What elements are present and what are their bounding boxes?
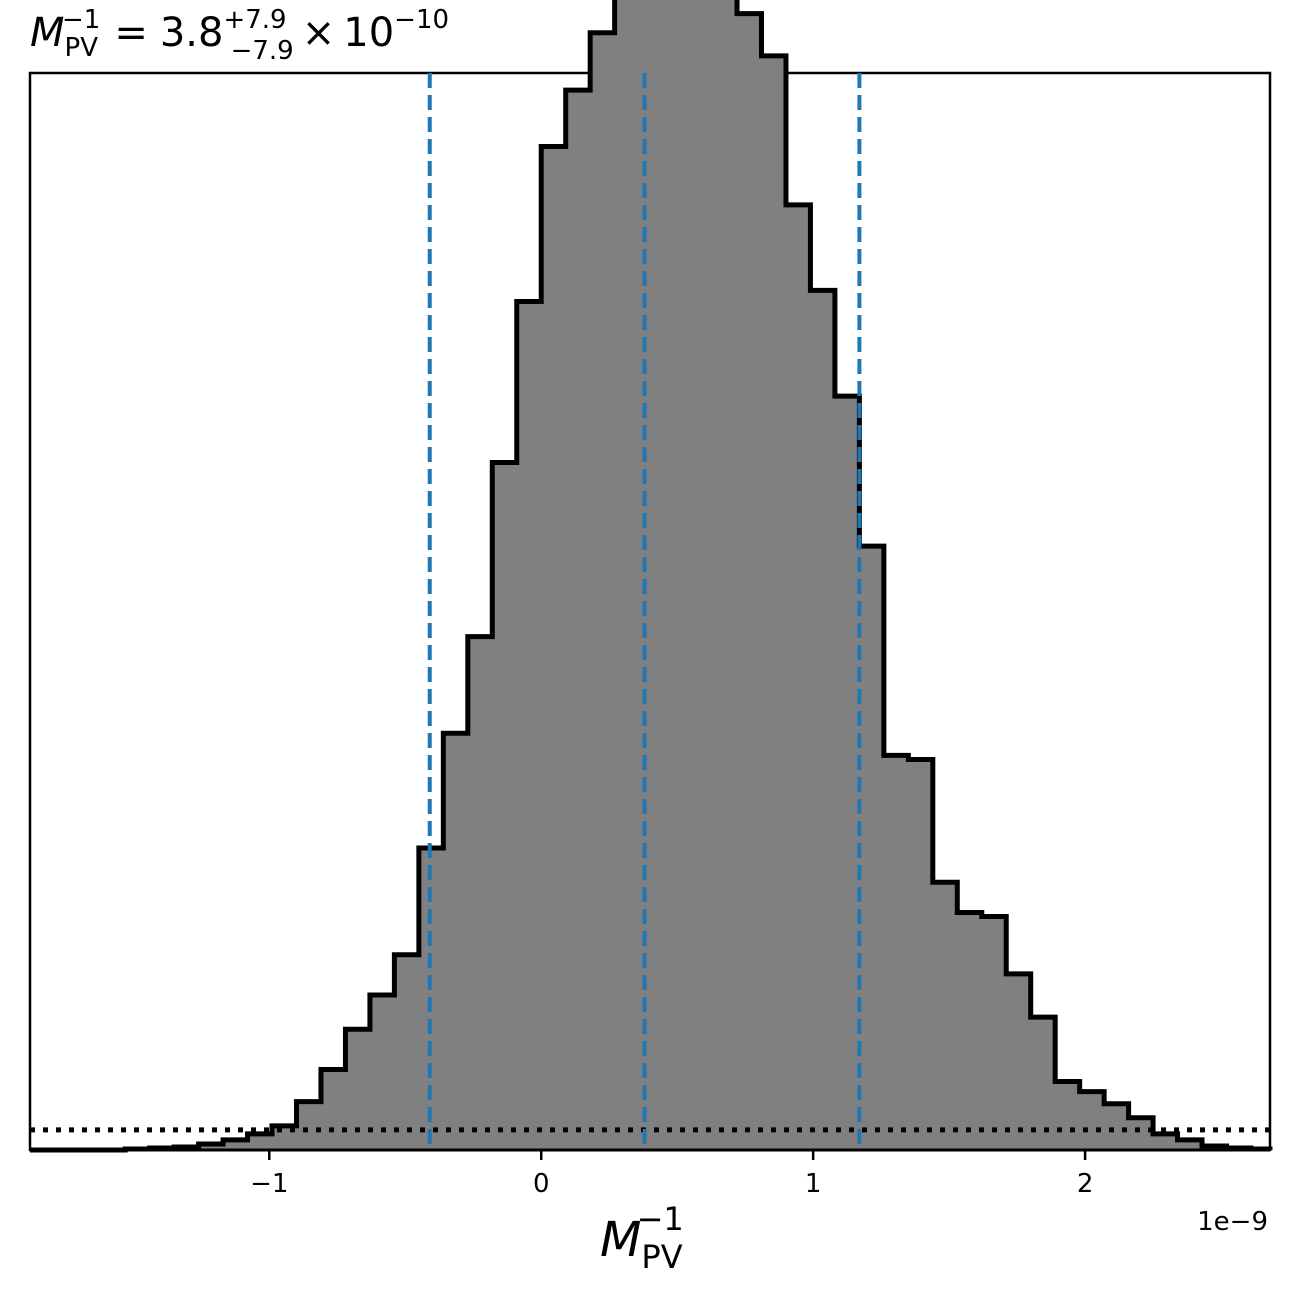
xlabel-symbol: M [600, 1212, 641, 1268]
xlabel-sub: PV [641, 1238, 682, 1276]
histogram-bar [467, 636, 493, 1150]
histogram-bar [712, 0, 738, 1150]
histogram-bar [247, 1133, 273, 1150]
histogram-bar [590, 32, 616, 1151]
histogram-bar [516, 301, 542, 1150]
x-offset-label: 1e−9 [1197, 1207, 1268, 1237]
histogram-bar [859, 546, 885, 1150]
title-symbol: M [30, 10, 65, 56]
histogram-bar [688, 0, 714, 1150]
title-equals: = [114, 10, 148, 56]
histogram-bar [1104, 1103, 1130, 1150]
title-times: × [302, 10, 336, 56]
histogram-bar [394, 954, 420, 1150]
x-tick-label: 1 [805, 1169, 822, 1199]
x-tick-label: 0 [533, 1169, 550, 1199]
histogram-bar [1153, 1133, 1179, 1150]
x-tick-label: −1 [250, 1169, 288, 1199]
plot-area: −1 0 1 2 [30, 0, 1273, 1199]
histogram-bar [198, 1143, 224, 1150]
histogram-bar [663, 0, 689, 1151]
histogram-bar [1006, 973, 1032, 1150]
histogram-bar [492, 462, 518, 1151]
histogram-outline [30, 0, 1273, 1153]
histogram-bar [908, 759, 934, 1150]
histogram-bar [834, 396, 860, 1151]
histogram-bar [541, 146, 567, 1151]
histogram-bar [1177, 1139, 1203, 1150]
histogram-bar [737, 13, 762, 1151]
x-tick-label: 2 [1077, 1169, 1094, 1199]
title-symbol-sub: PV [65, 33, 99, 63]
title-exponent: −10 [394, 5, 449, 35]
histogram-bar [565, 90, 591, 1151]
title-err-minus: −7.9 [231, 36, 294, 66]
title-base: 10 [343, 10, 394, 56]
histogram-bar [957, 912, 983, 1150]
histogram-bar [223, 1139, 249, 1150]
title-value: 3.8 [160, 10, 224, 56]
histogram-bar [785, 204, 811, 1151]
chart-title: MPV−1 = 3.8+7.9 −7.9 × 10−10 [30, 5, 449, 66]
histogram-bar [1128, 1117, 1154, 1150]
histogram-bar [296, 1101, 322, 1150]
histogram-bar [761, 55, 787, 1150]
histogram-bar [1079, 1091, 1105, 1150]
histogram-bar [443, 733, 469, 1150]
histogram-bar [614, 0, 640, 1150]
title-err-plus: +7.9 [223, 5, 286, 35]
histogram-bar [320, 1069, 346, 1150]
histogram-bar [883, 755, 909, 1150]
xlabel-sup: −1 [637, 1200, 684, 1238]
histogram-bar [810, 290, 836, 1150]
histogram-bar [369, 994, 395, 1150]
title-symbol-sup: −1 [62, 5, 100, 35]
histogram-bar [1055, 1081, 1081, 1150]
x-axis-label: MPV−1 [600, 1200, 684, 1276]
histogram-bar [932, 882, 958, 1150]
histogram-bar [981, 916, 1007, 1150]
